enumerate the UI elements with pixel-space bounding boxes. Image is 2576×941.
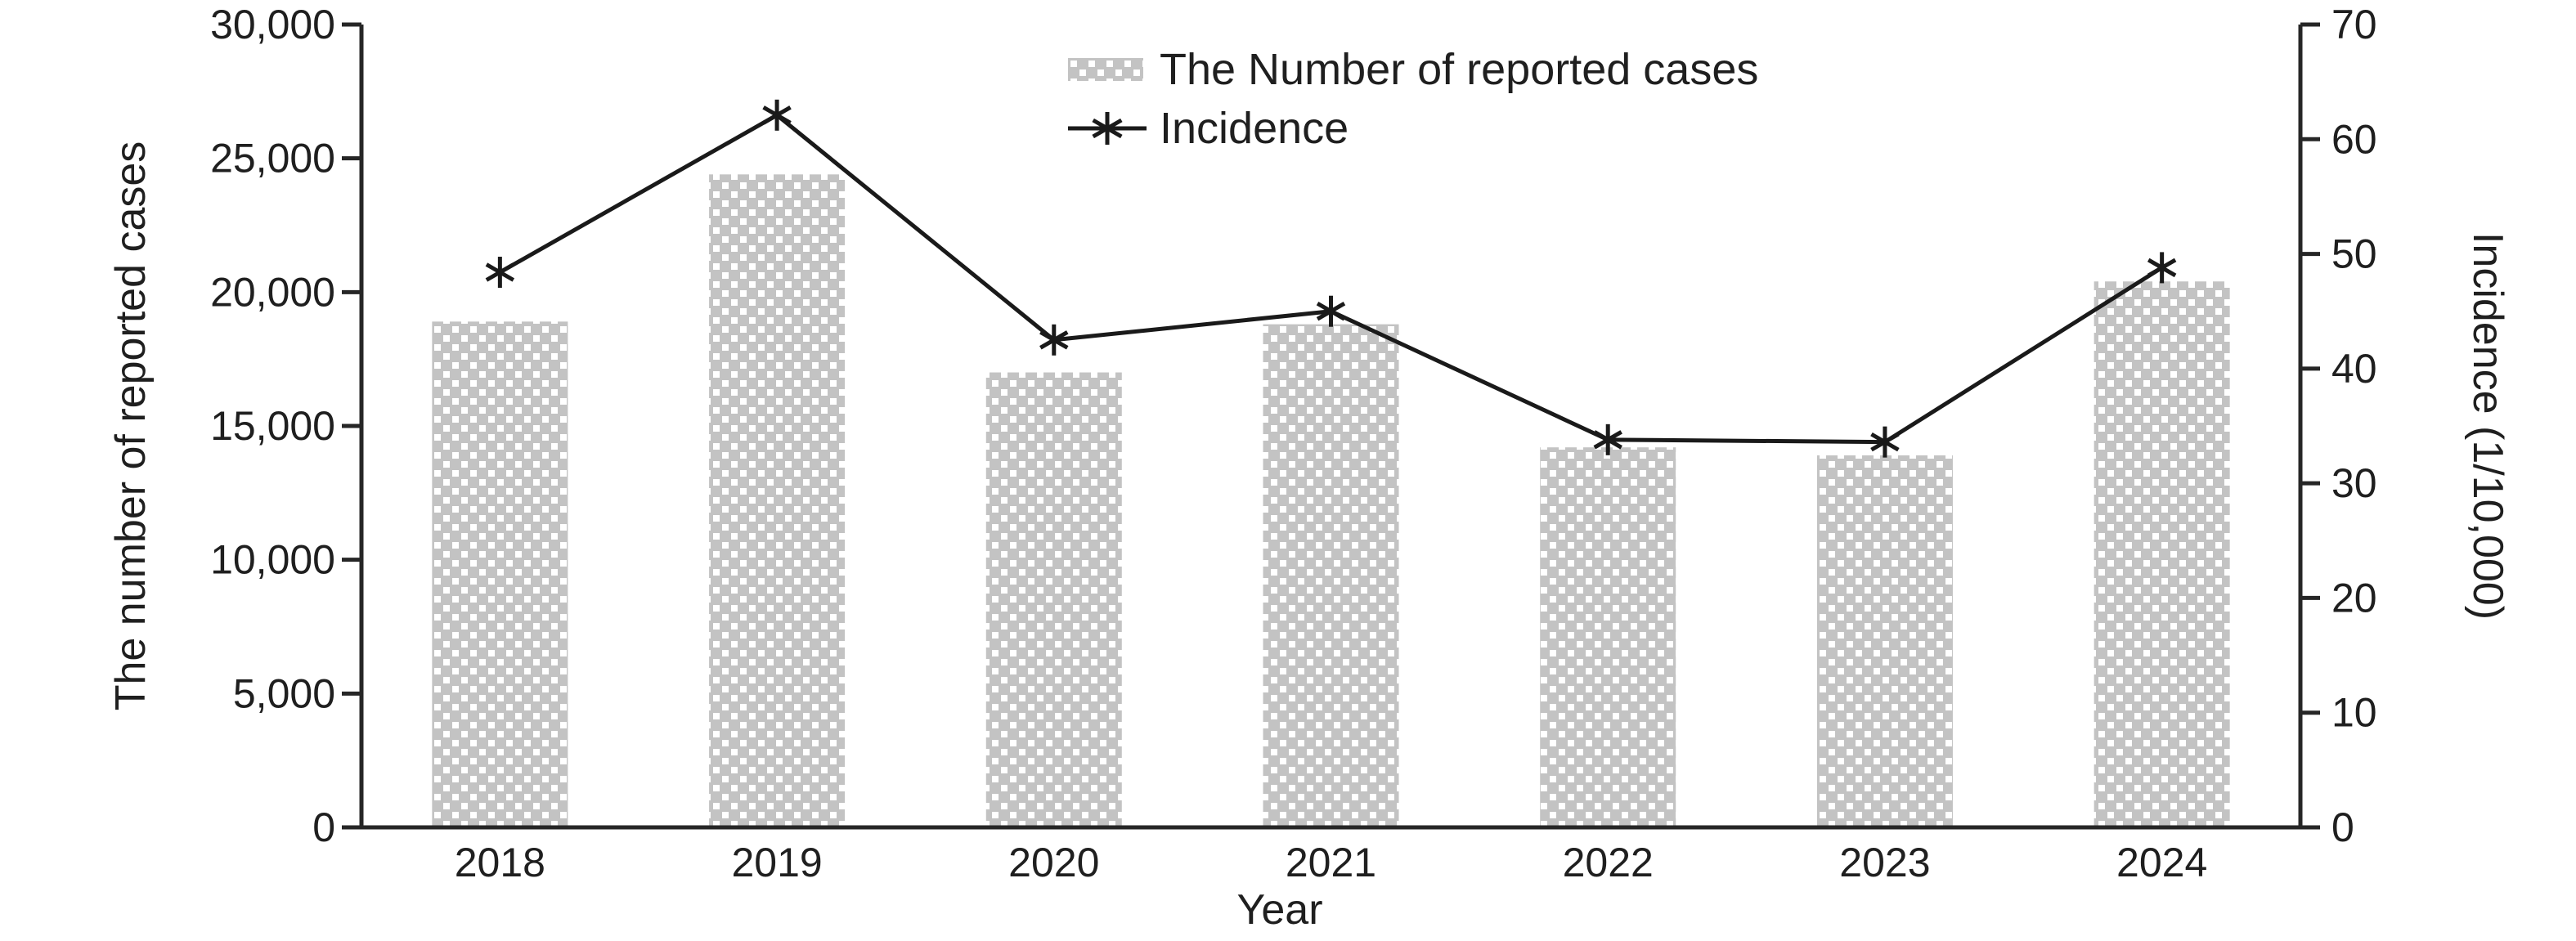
- legend-label-cases: The Number of reported cases: [1160, 45, 1759, 94]
- legend-item-incidence: Incidence: [1068, 99, 1758, 158]
- y-tick-label-right: 0: [2331, 804, 2354, 850]
- asterisk-stroke: [1316, 302, 1346, 321]
- x-tick-label: 2023: [1839, 840, 1930, 885]
- legend: The Number of reported cases Incidence: [1068, 40, 1758, 158]
- marker-2022: [1593, 423, 1622, 455]
- bar-2022: [1540, 447, 1676, 827]
- bar-swatch-icon: [1068, 58, 1147, 81]
- y-tick-label-left: 30,000: [210, 2, 335, 47]
- y-tick-label-left: 10,000: [210, 537, 335, 583]
- asterisk-stroke: [485, 262, 515, 282]
- y-tick-label-right: 30: [2331, 460, 2377, 506]
- y-tick-label-right: 20: [2331, 575, 2377, 621]
- y-tick-label-right: 40: [2331, 346, 2377, 392]
- bar-2018: [432, 321, 568, 828]
- bar-2023: [1816, 455, 1953, 827]
- x-tick-label: 2022: [1563, 840, 1654, 885]
- asterisk-stroke: [1593, 430, 1622, 450]
- line-asterisk-icon: [1068, 104, 1147, 153]
- asterisk-stroke: [1870, 432, 1900, 452]
- x-tick-label: 2018: [455, 840, 545, 885]
- x-axis-title: Year: [1236, 886, 1323, 934]
- marker-2021: [1316, 295, 1346, 327]
- legend-item-cases: The Number of reported cases: [1068, 40, 1758, 99]
- x-tick-label: 2021: [1286, 840, 1376, 885]
- marker-2019: [762, 99, 792, 131]
- bar-2024: [2094, 281, 2230, 827]
- marker-2024: [2147, 252, 2177, 284]
- x-tick-label: 2019: [731, 840, 822, 885]
- x-tick-label: 2020: [1008, 840, 1099, 885]
- legend-label-incidence: Incidence: [1160, 104, 1349, 153]
- y-tick-label-left: 20,000: [210, 269, 335, 315]
- marker-2023: [1870, 426, 1900, 458]
- bar-2019: [709, 174, 846, 828]
- asterisk-stroke: [2147, 258, 2177, 278]
- y-tick-label-right: 10: [2331, 690, 2377, 736]
- asterisk-stroke: [1039, 330, 1069, 350]
- y-tick-label-right: 50: [2331, 231, 2377, 277]
- y-tick-label-left: 15,000: [210, 403, 335, 449]
- y-tick-label-right: 70: [2331, 2, 2377, 47]
- bar-2020: [985, 372, 1122, 827]
- y-tick-label-right: 60: [2331, 116, 2377, 162]
- marker-2018: [485, 257, 515, 289]
- bar-2021: [1263, 324, 1399, 827]
- y-tick-label-left: 25,000: [210, 136, 335, 181]
- y-tick-label-left: 0: [312, 804, 335, 850]
- x-tick-label: 2024: [2116, 840, 2207, 885]
- asterisk-stroke: [762, 105, 792, 125]
- marker-2020: [1039, 324, 1069, 356]
- y-tick-label-left: 5,000: [233, 670, 335, 716]
